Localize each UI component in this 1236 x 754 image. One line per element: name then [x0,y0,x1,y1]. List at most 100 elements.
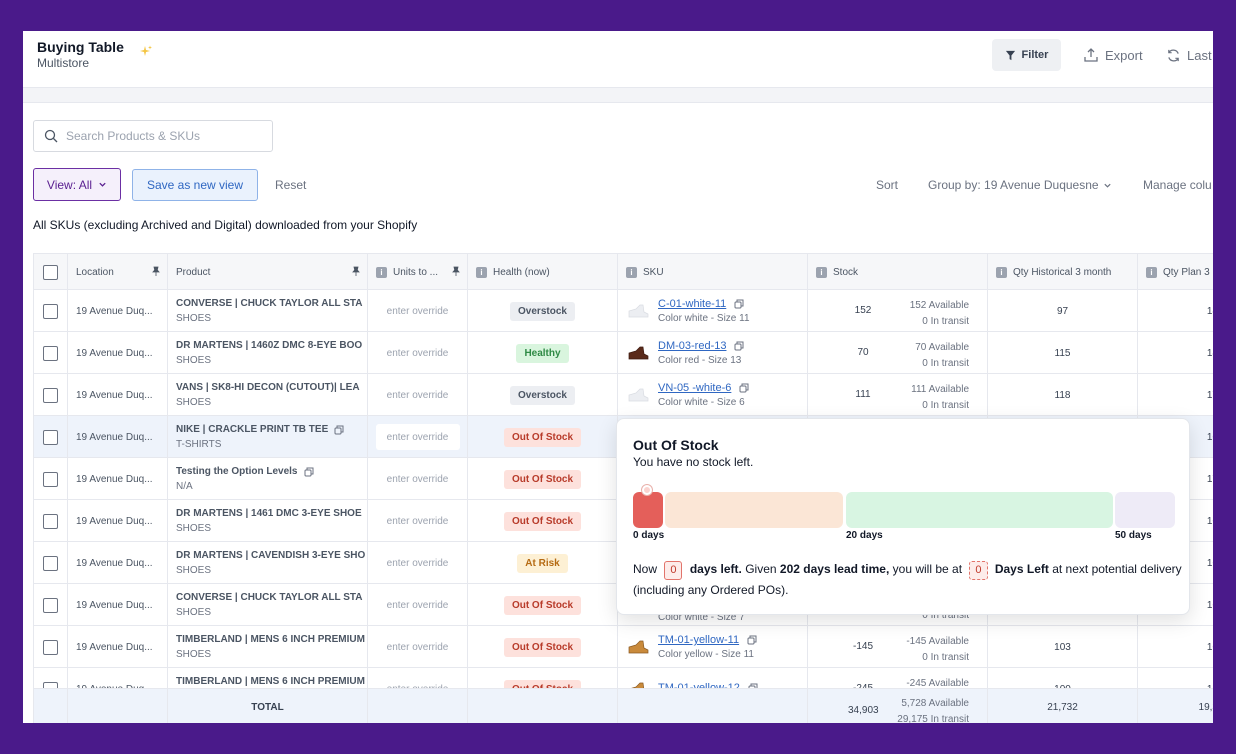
units-override-input[interactable] [375,592,460,618]
info-icon[interactable]: i [1146,266,1157,278]
info-icon[interactable]: i [626,266,637,278]
column-header-product[interactable]: Product [168,254,368,290]
row-checkbox[interactable] [43,471,58,487]
sku-link[interactable]: VN-05 -white-6 [658,382,749,394]
manage-columns-button[interactable]: Manage colu [1143,178,1212,192]
health-cell[interactable]: Overstock [468,374,618,416]
select-all-checkbox[interactable] [43,264,58,280]
column-header-units[interactable]: i Units to ... [368,254,468,290]
reset-button[interactable]: Reset [275,178,307,192]
health-cell[interactable]: At Risk [468,542,618,584]
view-selector[interactable]: View: All [33,168,121,201]
row-checkbox[interactable] [43,555,58,571]
total-transit: 29,175 In transit [897,714,969,723]
product-cell[interactable]: DR MARTENS | 1461 DMC 3-EYE SHOE SHOES [168,500,368,542]
pin-icon[interactable] [351,266,361,276]
search-input[interactable] [66,129,256,143]
health-cell[interactable]: Out Of Stock [468,458,618,500]
export-button[interactable]: Export [1083,39,1143,71]
info-icon[interactable]: i [476,266,487,278]
search-box[interactable] [33,120,273,152]
group-by-dropdown[interactable]: Group by: 19 Avenue Duquesne [928,178,1112,192]
product-cell[interactable]: TIMBERLAND | MENS 6 INCH PREMIUM SHOES [168,626,368,668]
health-badge[interactable]: Out Of Stock [503,469,582,489]
units-override-input[interactable] [375,550,460,576]
table-row[interactable]: 19 Avenue Duq...TIMBERLAND | MENS 6 INCH… [34,626,1213,668]
units-override-input[interactable] [375,340,460,366]
product-name-row: CONVERSE | CHUCK TAYLOR ALL STA [176,298,367,309]
health-badge[interactable]: Out Of Stock [503,427,582,447]
table-row[interactable]: 19 Avenue Duq... DR MARTENS | 1460Z DMC 8… [34,332,1213,374]
sku-link[interactable]: TM-01-yellow-11 [658,634,757,646]
save-view-button[interactable]: Save as new view [132,169,258,201]
sku-code[interactable]: VN-05 -white-6 [658,382,732,394]
stock-detail: -245 Available [906,676,969,692]
product-cell[interactable]: DR MARTENS | CAVENDISH 3-EYE SHO SHOES [168,542,368,584]
health-badge[interactable]: Healthy [516,343,569,363]
health-badge[interactable]: Out Of Stock [503,637,582,657]
column-header-qty-plan[interactable]: i Qty Plan 3 [1138,254,1213,290]
copy-icon[interactable] [334,425,344,435]
info-icon[interactable]: i [816,266,827,278]
column-header-qty-historical[interactable]: i Qty Historical 3 month [988,254,1138,290]
health-badge[interactable]: Out Of Stock [503,595,582,615]
pin-icon[interactable] [451,266,461,276]
health-badge[interactable]: Overstock [510,385,575,405]
row-checkbox[interactable] [43,387,58,403]
units-override-input[interactable] [375,634,460,660]
product-name-row: TIMBERLAND | MENS 6 INCH PREMIUM [176,634,367,645]
health-cell[interactable]: Out Of Stock [468,416,618,458]
units-override-input[interactable] [375,382,460,408]
health-badge[interactable]: At Risk [517,553,568,573]
column-header-stock[interactable]: i Stock [808,254,988,290]
sku-code[interactable]: C-01-white-11 [658,298,727,310]
units-override-input[interactable] [375,424,460,450]
column-header-location[interactable]: Location [68,254,168,290]
health-cell[interactable]: Out Of Stock [468,500,618,542]
last-sync-button[interactable]: Last [1166,39,1212,71]
copy-icon[interactable] [734,341,744,351]
product-cell[interactable]: Testing the Option Levels N/A [168,458,368,500]
units-override-input[interactable] [375,508,460,534]
sort-button[interactable]: Sort [876,178,899,192]
product-category: SHOES [176,607,212,618]
health-cell[interactable]: Healthy [468,332,618,374]
sku-code[interactable]: DM-03-red-13 [658,340,727,352]
row-checkbox[interactable] [43,639,58,655]
row-checkbox[interactable] [43,303,58,319]
product-cell[interactable]: DR MARTENS | 1460Z DMC 8-EYE BOO SHOES [168,332,368,374]
health-cell[interactable]: Overstock [468,290,618,332]
info-icon[interactable]: i [376,266,387,278]
product-cell[interactable]: NIKE | CRACKLE PRINT TB TEE T-SHIRTS [168,416,368,458]
health-badge[interactable]: Out Of Stock [503,511,582,531]
health-cell[interactable]: Out Of Stock [468,626,618,668]
bar-segment-overstock [1115,492,1175,528]
health-cell[interactable]: Out Of Stock [468,584,618,626]
info-icon[interactable]: i [996,266,1007,278]
sku-cell: DM-03-red-13 Color red - Size 13 [618,332,808,374]
column-header-health[interactable]: i Health (now) [468,254,618,290]
pin-icon[interactable] [151,266,161,276]
row-checkbox[interactable] [43,345,58,361]
filter-button[interactable]: Filter [992,39,1061,71]
sku-link[interactable]: DM-03-red-13 [658,340,744,352]
units-override-input[interactable] [375,298,460,324]
row-checkbox[interactable] [43,513,58,529]
copy-icon[interactable] [747,635,757,645]
table-row[interactable]: 19 Avenue Duq... CONVERSE | CHUCK TAYLOR … [34,290,1213,332]
column-header-sku[interactable]: i SKU [618,254,808,290]
copy-icon[interactable] [734,299,744,309]
health-badge[interactable]: Overstock [510,301,575,321]
copy-icon[interactable] [739,383,749,393]
sku-link[interactable]: C-01-white-11 [658,298,750,310]
table-row[interactable]: 19 Avenue Duq... VANS | SK8-HI DECON (CUT… [34,374,1213,416]
row-checkbox[interactable] [43,429,58,445]
row-checkbox[interactable] [43,597,58,613]
product-cell[interactable]: CONVERSE | CHUCK TAYLOR ALL STA SHOES [168,290,368,332]
product-cell[interactable]: CONVERSE | CHUCK TAYLOR ALL STA SHOES [168,584,368,626]
units-override-input[interactable] [375,466,460,492]
stock-available: -145 Available [906,636,969,647]
copy-icon[interactable] [304,467,314,477]
sku-code[interactable]: TM-01-yellow-11 [658,634,740,646]
product-cell[interactable]: VANS | SK8-HI DECON (CUTOUT)| LEA SHOES [168,374,368,416]
